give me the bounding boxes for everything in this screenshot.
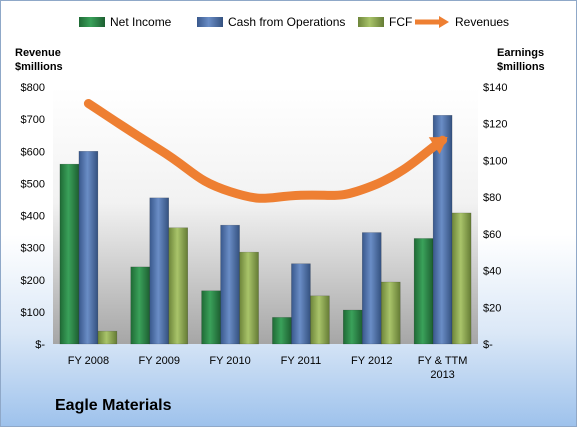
left-tick-label: $500 [21,178,45,190]
category-label: FY 2009 [139,355,180,367]
right-tick-label: $140 [483,82,507,94]
bar-cash-from-operations-2 [220,224,240,345]
left-axis-title-line-1: Revenue [15,47,61,59]
left-tick-label: $- [35,339,45,351]
bar-cash-from-operations-0 [78,151,99,345]
category-label: FY 2012 [351,355,392,367]
category-label: FY & TTM [418,355,468,367]
category-axis-labels: FY 2008 FY 2009 FY 2010 FY 2011 FY 2012 FY & … [68,355,468,381]
legend-swatch-fcf [358,17,384,27]
revenue-line-arrowhead [428,136,448,155]
right-axis-title: Earnings $millions [497,47,545,73]
revenue-line [83,99,448,203]
bar-net-income-2 [201,290,221,345]
right-tick-label: $100 [483,155,507,167]
category-label: FY 2008 [68,355,109,367]
right-axis-ticks: $- $20 $40 $60 $80 $100 $120 $140 [483,82,507,351]
bar-cash-from-operations-3 [291,263,311,345]
legend-label-cash-from-operations: Cash from Operations [228,15,345,29]
bar-fcf-5 [451,212,472,345]
right-tick-label: $80 [483,192,501,204]
left-axis-title: Revenue $millions [15,47,63,73]
left-axis-ticks: $- $100 $200 $300 $400 $500 $600 $700 $800 [21,82,46,351]
legend: Net Income Cash from Operations FCF Revenue… [79,15,509,29]
bar-net-income-3 [272,317,292,345]
right-tick-label: $- [483,339,493,351]
right-axis-title-line-1: Earnings [497,47,544,59]
bar-net-income-4 [343,309,363,345]
bar-fcf-4 [381,281,401,345]
bar-net-income-5 [413,238,434,345]
bar-net-income-0 [59,163,80,345]
category-label: FY 2010 [209,355,250,367]
revenue-line-path [83,99,448,203]
right-tick-label: $40 [483,266,501,278]
right-tick-label: $120 [483,119,507,131]
legend-label-fcf: FCF [389,15,412,29]
legend-label-net-income: Net Income [110,15,172,29]
bar-cash-from-operations-1 [149,197,169,345]
bar-fcf-1 [168,227,188,345]
company-name: Eagle Materials [55,397,172,414]
left-tick-label: $800 [21,82,45,94]
bar-cash-from-operations-4 [362,232,382,345]
legend-arrow-revenues [439,16,449,28]
left-tick-label: $700 [21,114,45,126]
right-tick-label: $20 [483,302,501,314]
bar-fcf-2 [239,251,259,345]
left-tick-label: $100 [21,307,45,319]
left-axis-title-line-2: $millions [15,61,63,73]
category-label: 2013 [430,369,454,381]
legend-swatch-net-income [79,17,105,27]
left-tick-label: $600 [21,146,45,158]
left-tick-label: $300 [21,243,45,255]
left-tick-label: $200 [21,275,45,287]
bar-net-income-1 [130,266,150,345]
category-label: FY 2011 [281,355,322,367]
bar-series [59,115,472,345]
right-axis-title-line-2: $millions [497,61,545,73]
bar-fcf-3 [310,295,330,345]
right-tick-label: $60 [483,229,501,241]
bar-fcf-0 [97,330,118,345]
left-tick-label: $400 [21,211,45,223]
legend-swatch-cash-from-operations [197,17,223,27]
legend-label-revenues: Revenues [455,15,509,29]
